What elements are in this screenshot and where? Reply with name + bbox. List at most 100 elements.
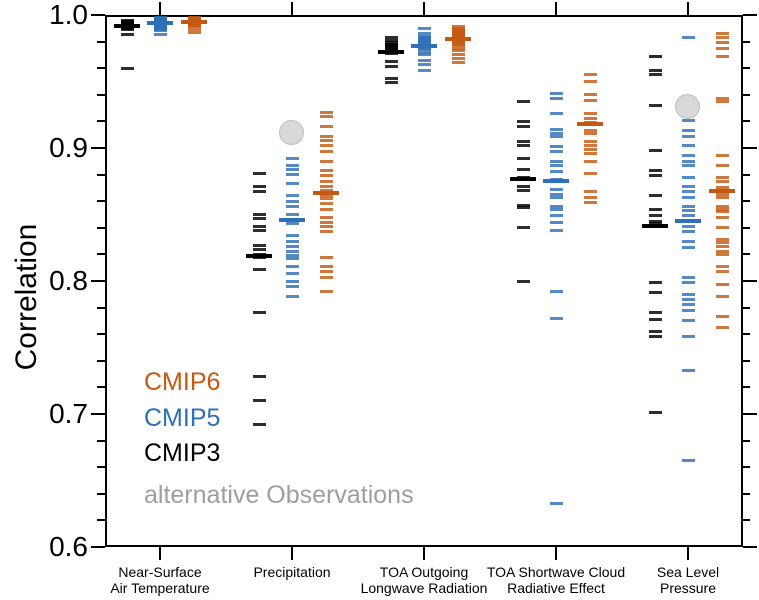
y-minor-tick-right: [743, 519, 750, 522]
y-tick-label: 1.0: [49, 0, 88, 30]
model-dash-cmip5: [549, 170, 563, 174]
model-dash-cmip3: [384, 48, 398, 52]
model-dash-cmip3: [516, 226, 530, 230]
x-category-label-line1: TOA Outgoing: [379, 564, 469, 580]
model-dash-cmip5: [285, 213, 299, 216]
model-dash-cmip6: [715, 283, 729, 287]
y-tick-label: 0.8: [49, 265, 88, 296]
x-category-tick-bottom: [159, 547, 161, 560]
model-dash-cmip6: [319, 290, 333, 294]
model-dash-cmip3: [648, 207, 662, 211]
y-minor-tick-right: [743, 67, 750, 70]
y-major-tick-right: [743, 147, 757, 149]
model-dash-cmip6: [715, 154, 729, 158]
y-minor-tick-right: [743, 386, 750, 389]
model-dash-cmip6: [319, 179, 333, 183]
model-dash-cmip5: [681, 239, 695, 243]
model-dash-cmip6: [319, 169, 333, 173]
legend-item-cmip6: CMIP6: [144, 368, 221, 396]
model-dash-cmip3: [252, 423, 266, 427]
model-dash-cmip6: [715, 207, 729, 211]
x-category-label-line1: Near-Surface: [118, 564, 202, 580]
model-dash-cmip6: [715, 244, 729, 248]
model-dash-cmip5: [549, 111, 563, 115]
model-dash-cmip3: [252, 243, 266, 247]
y-minor-tick-right: [743, 333, 750, 336]
model-dash-cmip5: [681, 143, 695, 147]
x-category-label-line2: Pressure: [659, 580, 717, 596]
y-minor-tick-right: [743, 93, 750, 96]
model-dash-cmip3: [648, 411, 662, 415]
model-dash-cmip5: [285, 173, 299, 177]
model-dash-cmip6: [319, 230, 333, 234]
model-dash-cmip3: [252, 171, 266, 175]
x-category-label: TOA Outgoing Longwave Radiation: [329, 564, 519, 596]
model-dash-cmip5: [285, 284, 299, 288]
model-dash-cmip5: [681, 185, 695, 189]
model-dash-cmip5: [681, 275, 695, 279]
model-dash-cmip3: [516, 189, 530, 193]
model-dash-cmip5: [285, 222, 299, 226]
model-dash-cmip5: [681, 308, 695, 312]
model-dash-cmip3: [384, 77, 398, 81]
model-dash-cmip6: [451, 61, 465, 65]
model-dash-cmip3: [252, 247, 266, 251]
y-major-tick-right: [743, 413, 757, 415]
model-dash-cmip5: [549, 163, 563, 167]
model-dash-cmip5: [549, 193, 563, 197]
model-dash-cmip3: [516, 99, 530, 103]
model-dash-cmip5: [549, 159, 563, 163]
model-dash-cmip5: [285, 234, 299, 238]
model-dash-cmip6: [715, 175, 729, 179]
model-dash-cmip5: [681, 134, 695, 138]
model-dash-cmip3: [252, 375, 266, 379]
model-dash-cmip5: [285, 295, 299, 299]
model-dash-cmip5: [285, 167, 299, 171]
x-category-tick-top: [159, 2, 161, 15]
model-dash-cmip5: [285, 279, 299, 283]
y-minor-tick-left: [97, 173, 105, 176]
x-category-label-line1: Precipitation: [253, 564, 331, 580]
ensemble-mean-dash-cmip5: [147, 20, 173, 25]
model-dash-cmip3: [252, 267, 266, 271]
model-dash-cmip5: [681, 175, 695, 179]
model-dash-cmip5: [549, 207, 563, 211]
model-dash-cmip5: [285, 254, 299, 258]
model-dash-cmip5: [681, 159, 695, 163]
model-dash-cmip6: [319, 150, 333, 154]
model-dash-cmip6: [715, 186, 729, 190]
model-dash-cmip5: [285, 250, 299, 254]
y-minor-tick-left: [97, 359, 105, 362]
model-dash-cmip5: [681, 335, 695, 339]
y-minor-tick-left: [97, 439, 105, 442]
ensemble-mean-dash-cmip6: [709, 188, 735, 193]
model-dash-cmip6: [583, 143, 597, 147]
ensemble-mean-dash-cmip5: [675, 219, 701, 224]
model-dash-cmip3: [648, 169, 662, 173]
y-major-tick-left: [91, 546, 105, 548]
x-category-label-line2: Longwave Radiation: [360, 580, 488, 596]
model-dash-cmip6: [583, 195, 597, 199]
model-dash-cmip3: [516, 279, 530, 283]
model-dash-cmip5: [417, 69, 431, 73]
x-category-tick-top: [423, 2, 425, 15]
model-dash-cmip6: [319, 264, 333, 268]
model-dash-cmip6: [319, 174, 333, 178]
model-dash-cmip3: [516, 167, 530, 171]
model-dash-cmip5: [549, 134, 563, 138]
model-dash-cmip6: [319, 207, 333, 211]
model-dash-cmip3: [648, 219, 662, 223]
model-dash-cmip5: [285, 264, 299, 268]
y-minor-tick-right: [743, 306, 750, 309]
ensemble-mean-dash-cmip6: [445, 36, 471, 41]
model-dash-cmip5: [549, 127, 563, 131]
model-dash-cmip5: [681, 163, 695, 167]
model-dash-cmip6: [319, 270, 333, 274]
model-dash-cmip5: [549, 195, 563, 199]
model-dash-cmip5: [417, 26, 431, 30]
model-dash-cmip6: [715, 46, 729, 50]
y-minor-tick-left: [97, 333, 105, 336]
model-dash-cmip3: [516, 185, 530, 189]
model-dash-cmip5: [417, 62, 431, 66]
